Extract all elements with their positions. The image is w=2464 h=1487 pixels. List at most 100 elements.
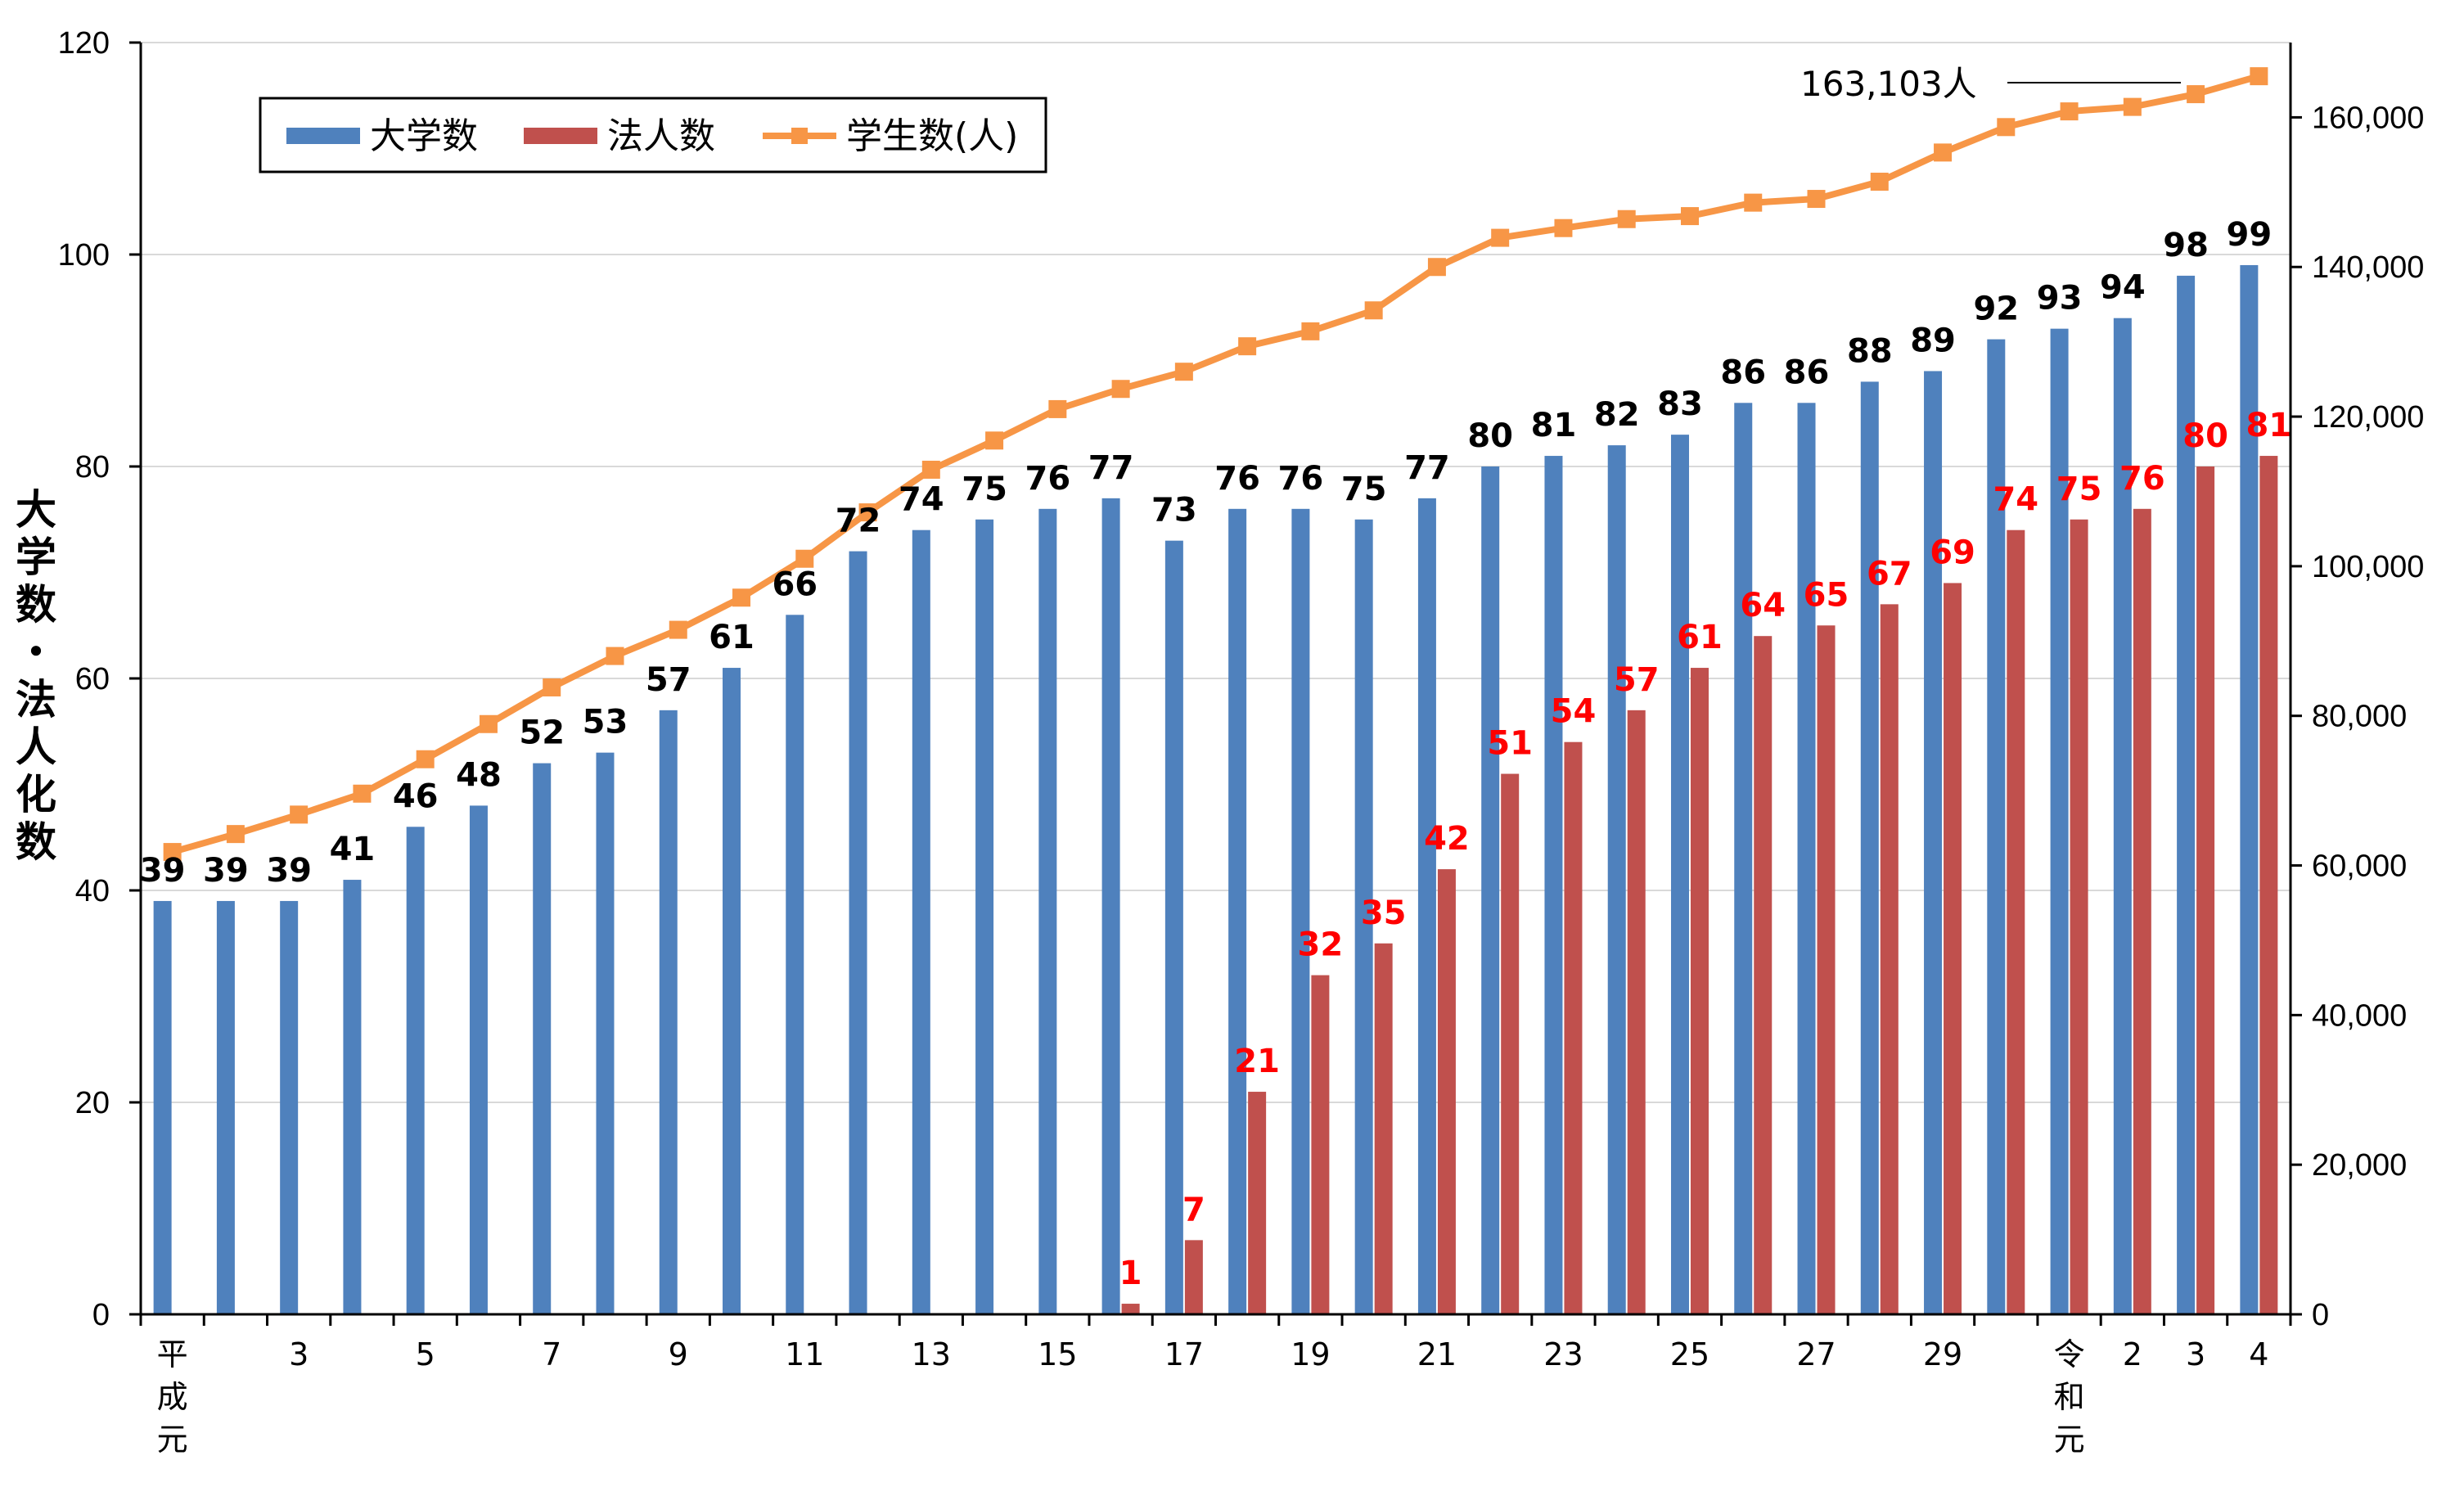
y2-tick-label: 160,000 [2312, 101, 2424, 135]
x-tick-label: 9 [669, 1336, 688, 1372]
data-label-corporation: 74 [1993, 481, 2038, 519]
y-axis-label-char: 学 [16, 534, 56, 581]
student-marker [1364, 301, 1383, 320]
bar-university [596, 752, 615, 1314]
legend-swatch-students-marker [791, 128, 808, 144]
bar-university [280, 900, 299, 1314]
data-label-university: 77 [1404, 449, 1450, 487]
data-label-university: 82 [1594, 396, 1640, 434]
data-label-corporation: 51 [1487, 725, 1533, 763]
y-tick-label: 120 [58, 26, 110, 61]
data-label-corporation: 32 [1298, 926, 1344, 964]
y2-tick-label: 0 [2312, 1298, 2329, 1332]
data-label-corporation: 81 [2246, 407, 2292, 444]
data-label-university: 92 [1973, 291, 2019, 328]
student-marker [2250, 67, 2268, 86]
bar-university [1164, 540, 1183, 1314]
legend-swatch-university [286, 128, 360, 144]
bar-corporation [1501, 773, 1520, 1314]
x-tick-label: 3 [2186, 1336, 2205, 1372]
data-label-corporation: 7 [1182, 1191, 1205, 1228]
data-label-university: 75 [962, 471, 1007, 508]
data-label-university: 83 [1657, 385, 1703, 423]
axes [129, 41, 2302, 1326]
data-label-university: 53 [583, 704, 628, 741]
bar-university [1354, 519, 1373, 1314]
y-tick-label: 20 [75, 1086, 110, 1120]
bar-corporation [1184, 1240, 1203, 1314]
legend-label-university: 大学数 [370, 115, 478, 157]
student-marker [290, 805, 309, 824]
student-marker [1111, 380, 1130, 399]
bar-corporation [1121, 1304, 1140, 1314]
student-marker [1427, 258, 1446, 277]
y-axis-label-char: 数 [16, 581, 56, 629]
x-tick-label: 3 [289, 1336, 309, 1372]
bar-university [2113, 318, 2132, 1315]
x-tick-label-char: 元 [157, 1422, 188, 1458]
bar-university [406, 827, 425, 1314]
x-tick-label: 7 [542, 1336, 561, 1372]
bar-corporation [1564, 741, 1583, 1314]
data-label-university: 48 [456, 756, 502, 794]
y-tick-label: 80 [75, 450, 110, 484]
data-label-university: 61 [709, 619, 755, 656]
bar-university [1481, 466, 1500, 1314]
data-label-university: 98 [2163, 227, 2209, 264]
y-axis-label-char: 数 [16, 818, 56, 866]
y2-tick-label: 40,000 [2312, 998, 2407, 1033]
legend: 大学数 法人数 学生数(人) [259, 97, 1047, 173]
x-tick-label: 25 [1670, 1336, 1709, 1372]
bar-university [1101, 498, 1120, 1314]
bar-university [153, 900, 172, 1314]
bar-university [1734, 403, 1753, 1314]
x-tick-label-char: 和 [2054, 1379, 2085, 1415]
x-tick-label: 11 [785, 1336, 824, 1372]
bar-university [1544, 456, 1563, 1314]
x-tick-label: 19 [1291, 1336, 1330, 1372]
data-label-university: 86 [1784, 354, 1830, 391]
data-label-university: 76 [1278, 460, 1324, 498]
x-tick-label: 29 [1923, 1336, 1962, 1372]
x-tick-label: 2 [2123, 1336, 2142, 1372]
x-tick-label: 17 [1164, 1336, 1204, 1372]
x-tick-label: 平成元 [157, 1336, 188, 1458]
x-tick-label: 5 [416, 1336, 435, 1372]
bar-university [1797, 403, 1816, 1314]
student-marker [1997, 118, 2016, 137]
student-marker [2187, 85, 2205, 104]
data-label-corporation: 21 [1234, 1043, 1280, 1080]
bar-university [2240, 264, 2259, 1315]
bar-corporation [2007, 529, 2025, 1314]
y-axis-label-char: ・ [16, 629, 56, 676]
x-tick-label: 4 [2249, 1336, 2268, 1372]
student-marker [858, 503, 877, 522]
bar-university [912, 529, 930, 1314]
bar-corporation [1374, 943, 1393, 1314]
data-label-university: 94 [2100, 269, 2146, 307]
data-label-university: 57 [646, 661, 691, 699]
data-label-university: 99 [2227, 216, 2273, 254]
student-marker [226, 825, 245, 844]
annotation: 163,103人 [1800, 64, 2181, 104]
bar-university [216, 900, 235, 1314]
student-marker [732, 588, 751, 607]
bar-corporation [1248, 1092, 1267, 1314]
data-label-corporation: 61 [1677, 619, 1723, 656]
y-axis-label-char: 化 [16, 771, 56, 818]
bar-university [2050, 328, 2069, 1314]
student-marker [479, 714, 498, 733]
student-marker [416, 750, 435, 768]
student-marker [1238, 337, 1257, 356]
bar-university [786, 615, 804, 1314]
bar-corporation [2133, 508, 2151, 1314]
tick-labels: 0 20 40 60 80 100 120 0 20,000 40,000 60,000 80,000… [58, 26, 2425, 1458]
y2-tick-label: 60,000 [2312, 849, 2407, 884]
bar-corporation [1880, 604, 1899, 1314]
x-tick-label-char: 成 [157, 1379, 188, 1415]
student-marker [1870, 173, 1889, 192]
data-label-university: 80 [1467, 417, 1513, 455]
student-line-path [171, 73, 2260, 855]
data-label-corporation: 80 [2182, 417, 2228, 455]
